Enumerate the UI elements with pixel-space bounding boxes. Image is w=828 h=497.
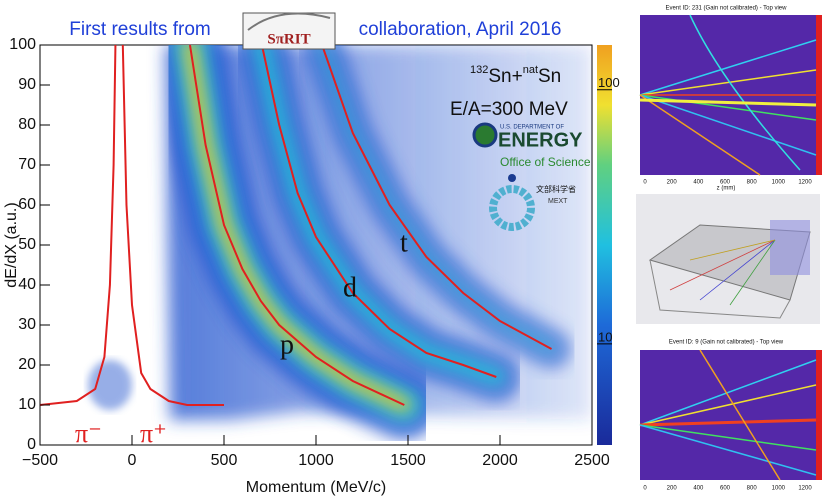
y-tick-label: 50 bbox=[18, 236, 36, 253]
panel-tick-label: 800 bbox=[747, 180, 758, 186]
y-tick-label: 10 bbox=[18, 396, 36, 413]
panel-xlabel: z (mm) bbox=[717, 186, 736, 192]
detector-plane bbox=[770, 220, 810, 275]
sup: 132 bbox=[470, 64, 488, 76]
panel-tick-label: 600 bbox=[720, 180, 731, 186]
curve-label: π⁻ bbox=[75, 419, 102, 448]
panel-tick-label: 600 bbox=[720, 486, 731, 492]
reaction: 132Sn+natSn bbox=[470, 64, 561, 87]
curve-label: π⁺ bbox=[140, 419, 167, 448]
x-tick-label: 1500 bbox=[390, 452, 426, 469]
tracks bbox=[639, 14, 817, 176]
doe-seal bbox=[472, 122, 498, 148]
sup: nat bbox=[523, 64, 538, 76]
energy: E/A=300 MeV bbox=[450, 99, 568, 120]
colorbar bbox=[597, 45, 612, 445]
title-suffix: collaboration, April 2016 bbox=[359, 19, 562, 40]
y-tick-label: 40 bbox=[18, 276, 36, 293]
mext-logo bbox=[489, 185, 535, 231]
panel-tick-label: 1200 bbox=[798, 180, 812, 186]
fit-curve bbox=[40, 45, 117, 406]
doe-top: U.S. DEPARTMENT OF bbox=[500, 125, 564, 131]
tracks bbox=[639, 349, 817, 481]
pion-cloud bbox=[88, 360, 132, 410]
detector-edge bbox=[649, 259, 791, 319]
x-tick-label: 2500 bbox=[574, 452, 610, 469]
x-tick-label: 500 bbox=[211, 452, 238, 469]
logo-box bbox=[242, 12, 336, 50]
logo-text: SπRIT bbox=[267, 31, 310, 47]
panel-tick-label: 800 bbox=[747, 486, 758, 492]
mext-kanji: 文部科学省 bbox=[536, 184, 576, 194]
curve-label: d bbox=[343, 272, 357, 303]
panel-title: Event ID: 231 (Gain not calibrated) - To… bbox=[666, 6, 788, 12]
colorbar-tick-label: 100 bbox=[598, 75, 620, 90]
fit-curve bbox=[121, 45, 224, 406]
panel-tick-label: 0 bbox=[643, 486, 647, 492]
curve-label: t bbox=[400, 227, 408, 258]
panel-title: Event ID: 9 (Gain not calibrated) - Top … bbox=[669, 340, 784, 346]
y-tick-label: 70 bbox=[18, 156, 36, 173]
fit-curve bbox=[321, 45, 552, 350]
y-axis-label: dE/dX (a.u.) bbox=[3, 202, 20, 287]
y-tick-label: 100 bbox=[9, 36, 36, 53]
event-panel: Event ID: 231 (Gain not calibrated) - To… bbox=[639, 6, 822, 192]
x-tick-label: 0 bbox=[128, 452, 137, 469]
doe-name: ENERGY bbox=[498, 129, 583, 151]
panel-bg bbox=[640, 350, 816, 480]
panel-tick-label: 1200 bbox=[798, 486, 812, 492]
event-panel: Event ID: 9 (Gain not calibrated) - Top … bbox=[639, 340, 822, 492]
panel-tick-label: 200 bbox=[667, 180, 678, 186]
colorbar-tick-label: 10 bbox=[598, 329, 612, 344]
panel-tick-label: 1000 bbox=[772, 486, 786, 492]
fit-curve bbox=[260, 45, 497, 378]
mext-dot bbox=[508, 174, 516, 182]
logo-swoosh bbox=[247, 12, 331, 31]
panel-tick-label: 400 bbox=[693, 180, 704, 186]
x-tick-label: 1000 bbox=[298, 452, 334, 469]
panel-tick-label: 400 bbox=[693, 486, 704, 492]
panel-tick-label: 200 bbox=[667, 486, 678, 492]
detector-view bbox=[636, 194, 820, 324]
mext: MEXT bbox=[548, 198, 568, 205]
y-tick-label: 30 bbox=[18, 316, 36, 333]
fit-curve bbox=[188, 45, 405, 406]
panel-tick-label: 0 bbox=[643, 180, 647, 186]
panel-cbar bbox=[816, 15, 822, 175]
y-tick-label: 60 bbox=[18, 196, 36, 213]
tracks bbox=[669, 239, 776, 306]
panel-tick-label: 1000 bbox=[772, 180, 786, 186]
x-tick-label: 2000 bbox=[482, 452, 518, 469]
panel-cbar bbox=[816, 350, 822, 480]
x-tick-label: −500 bbox=[22, 452, 58, 469]
x-axis-label: Momentum (MeV/c) bbox=[246, 479, 386, 496]
office: Office of Science bbox=[500, 155, 591, 169]
title-prefix: First results from bbox=[69, 19, 210, 40]
curve-label: p bbox=[280, 329, 294, 360]
y-tick-label: 20 bbox=[18, 356, 36, 373]
nucleus: Sn bbox=[538, 66, 561, 87]
nucleus: Sn+ bbox=[488, 66, 522, 87]
y-tick-label: 80 bbox=[18, 116, 36, 133]
y-tick-label: 0 bbox=[27, 436, 36, 453]
y-tick-label: 90 bbox=[18, 76, 36, 93]
